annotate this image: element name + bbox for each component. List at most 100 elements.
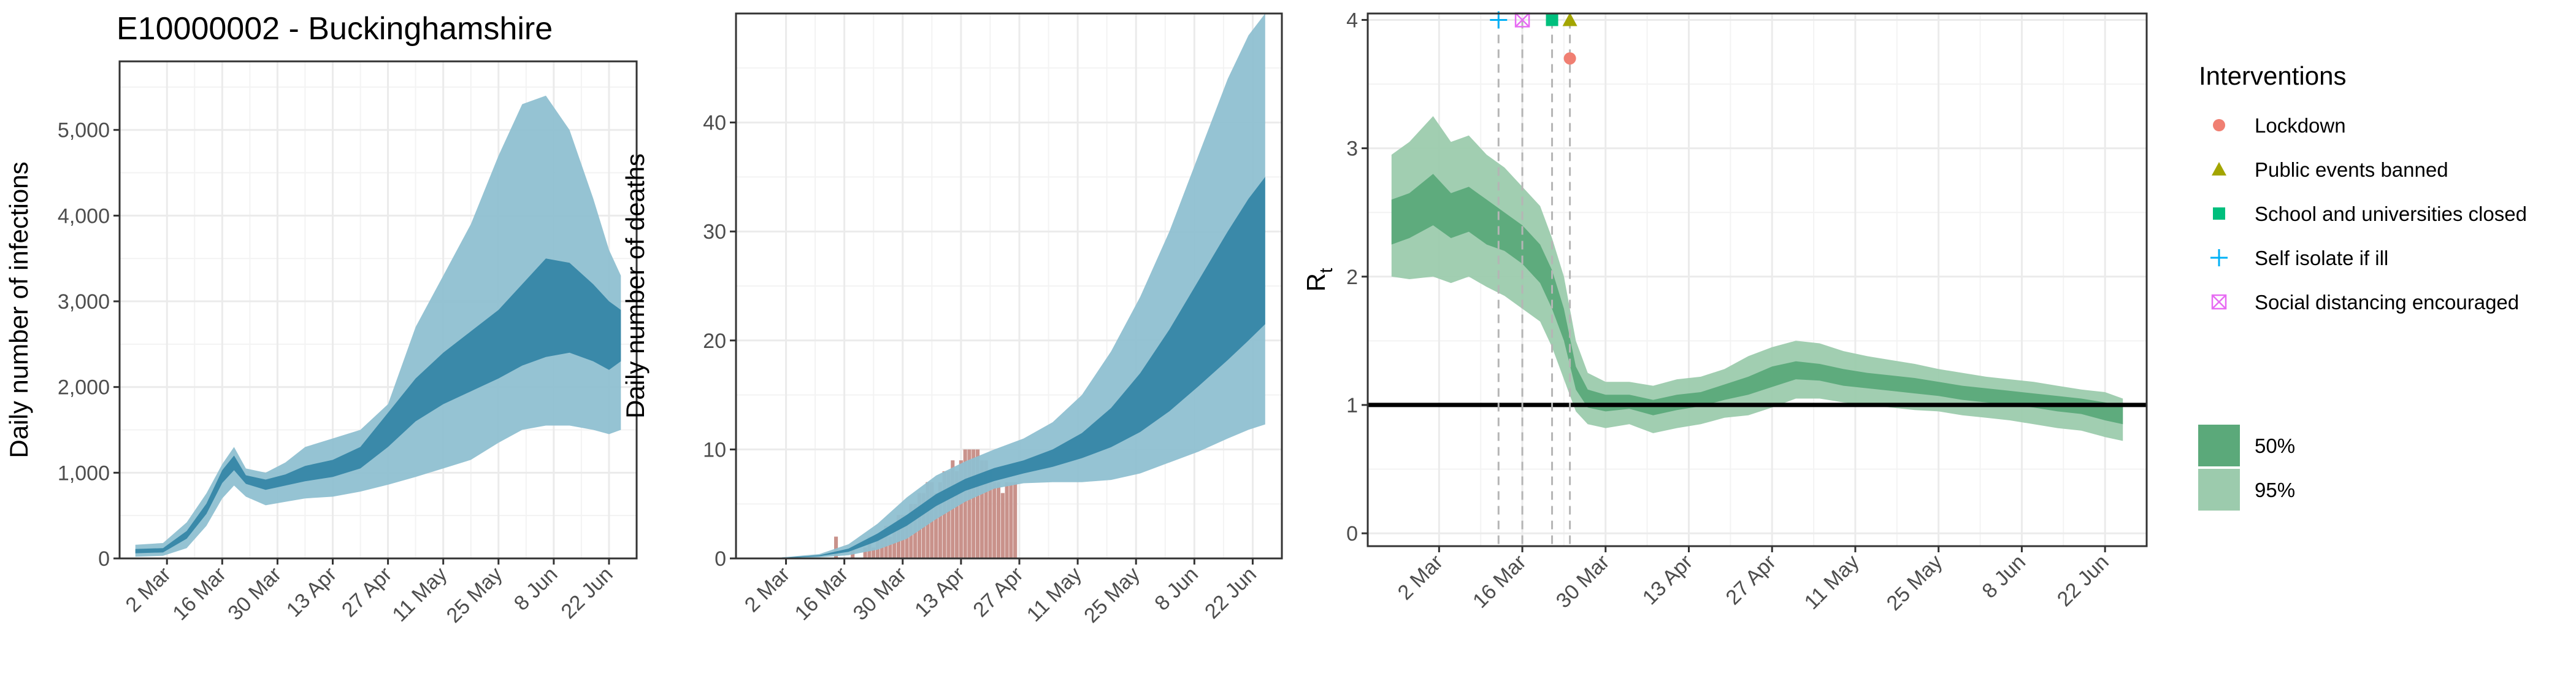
x-tick-label: 13 Apr (910, 563, 969, 622)
death-bar (938, 482, 942, 558)
y-axis-label-subscript: t (1316, 268, 1336, 273)
x-tick-label: 11 May (388, 563, 451, 627)
death-bar (942, 471, 946, 558)
y-tick-label: 10 (703, 438, 726, 461)
legend-label: Social distancing encouraged (2255, 291, 2519, 314)
legend-marker-lockdown (2213, 119, 2225, 131)
y-axis-label: Daily number of deaths (621, 153, 650, 419)
x-tick-label: 16 Mar (168, 563, 231, 625)
intervention-marker-lockdown (1563, 52, 1576, 65)
y-tick-label: 0 (98, 547, 110, 571)
legend-title: Interventions (2199, 61, 2346, 90)
legend: Interventions Lockdown Public events banne… (2198, 61, 2527, 511)
legend-band-label: 95% (2255, 479, 2295, 501)
x-tick-label: 13 Apr (1638, 550, 1697, 609)
death-bar (984, 460, 988, 558)
x-tick-label: 30 Mar (849, 563, 911, 625)
death-bar (996, 482, 1001, 558)
death-bar (975, 449, 980, 558)
x-tick-label: 2 Mar (121, 563, 175, 617)
death-bar (888, 536, 892, 558)
x-tick-label: 13 Apr (282, 563, 341, 622)
chart-title: E10000002 - Buckinghamshire (117, 11, 553, 47)
y-tick-label: 20 (703, 330, 726, 353)
legend-label: Public events banned (2255, 158, 2448, 181)
y-tick-label: 3 (1346, 137, 1358, 161)
x-tick-label: 2 Mar (740, 563, 794, 617)
boxx-frame (2211, 294, 2227, 310)
death-bar (963, 449, 967, 558)
y-tick-label: 0 (1346, 522, 1358, 546)
x-axis-rt: 2 Mar 16 Mar 30 Mar 13 Apr 27 Apr 11 May 25 Ma… (1393, 546, 2114, 615)
x-tick-label: 8 Jun (1150, 563, 1203, 615)
y-axis-label-main: R (1301, 273, 1330, 291)
boxx-d2 (2212, 295, 2226, 309)
x-tick-label: 25 May (1882, 550, 1947, 615)
x-tick-label: 16 Mar (791, 563, 853, 625)
y-tick-label: 1,000 (58, 461, 110, 485)
x-tick-label: 25 May (442, 563, 507, 628)
band-50-rt (1391, 174, 2123, 425)
death-bar (955, 471, 959, 558)
y-tick-label: 0 (715, 547, 726, 571)
y-tick-label: 2,000 (58, 376, 110, 399)
death-bar (863, 547, 867, 558)
death-bar (959, 460, 963, 558)
y-axis-rt: 0 1 2 3 4 (1346, 9, 1368, 546)
death-bar (979, 460, 984, 558)
panel-border (1367, 12, 2148, 547)
x-tick-label: 30 Mar (223, 563, 286, 625)
death-bar (934, 493, 938, 558)
death-bar (951, 460, 955, 558)
y-axis-deaths: 0 10 20 30 40 (703, 112, 736, 571)
legend-marker-self_isolate (2210, 249, 2228, 266)
death-bar (972, 449, 976, 558)
x-tick-label: 30 Mar (1552, 550, 1614, 613)
legend-marker-school_closed (2213, 207, 2225, 220)
death-bar (834, 536, 838, 558)
x-tick-label: 11 May (1022, 563, 1086, 627)
y-axis-infections: 0 1,000 2,000 3,000 4,000 5,000 (58, 119, 120, 571)
y-tick-label: 1 (1346, 394, 1358, 417)
y-axis-label: Rt (1301, 268, 1336, 291)
x-tick-label: 27 Apr (337, 563, 396, 622)
boxx-d2 (1515, 12, 1530, 28)
death-bar (1009, 482, 1013, 558)
y-tick-label: 3,000 (58, 290, 110, 314)
legend-marker-public_events_banned (2212, 162, 2226, 176)
y-tick-label: 5,000 (58, 119, 110, 142)
legend-marker-social_distancing (2211, 294, 2227, 310)
legend-band-swatch (2198, 469, 2240, 511)
band-50-infections (135, 258, 621, 554)
legend-label: Self isolate if ill (2255, 247, 2388, 269)
death-bar (988, 471, 992, 558)
y-tick-label: 4 (1346, 9, 1358, 32)
x-tick-label: 8 Jun (510, 563, 562, 615)
intervention-marker-school_closed (1546, 14, 1558, 26)
x-tick-label: 2 Mar (1393, 550, 1447, 604)
death-bar (1000, 493, 1005, 558)
band-50-deaths (781, 177, 1265, 558)
death-bar (946, 471, 951, 558)
x-tick-label: 27 Apr (968, 563, 1027, 622)
x-tick-label: 8 Jun (1977, 550, 2030, 603)
x-tick-label: 25 May (1079, 563, 1144, 628)
x-tick-label: 22 Jun (1200, 563, 1261, 623)
legend-band-swatch (2198, 425, 2240, 466)
y-tick-label: 2 (1346, 266, 1358, 289)
intervention-marker-public_events_banned (1562, 12, 1577, 26)
death-bar (967, 449, 972, 558)
band-95-infections (135, 95, 621, 557)
x-tick-label: 22 Jun (2053, 550, 2114, 611)
panel-rt: 0 1 2 3 4 2 Mar 16 Mar 30 Mar 13 Apr 27 Apr 11 May… (1301, 9, 2148, 615)
death-bar (1005, 482, 1009, 558)
y-tick-label: 30 (703, 220, 726, 244)
y-tick-label: 40 (703, 112, 726, 135)
x-tick-label: 16 Mar (1468, 550, 1531, 613)
x-tick-label: 22 Jun (557, 563, 618, 623)
